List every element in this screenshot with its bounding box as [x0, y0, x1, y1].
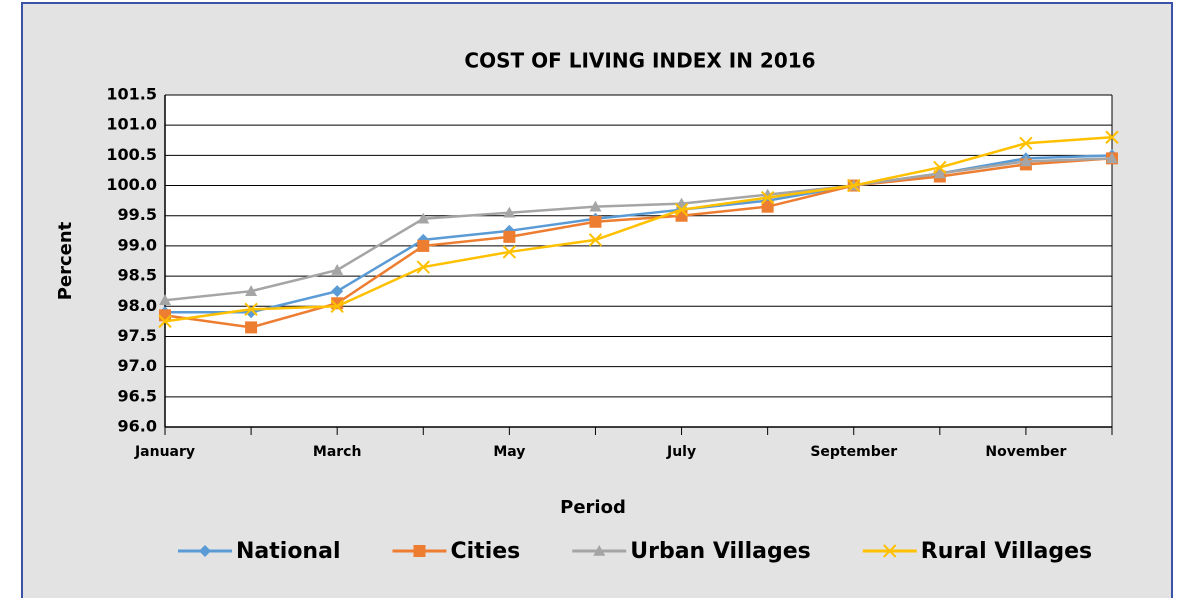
- x-tick-label: July: [666, 444, 696, 460]
- data-point: [1019, 136, 1033, 150]
- data-point: [761, 200, 774, 213]
- y-axis-title: Percent: [55, 221, 76, 300]
- x-tick-label: May: [493, 444, 525, 460]
- data-point: [1106, 152, 1118, 164]
- data-point: [1019, 155, 1032, 167]
- data-point: [417, 212, 430, 224]
- data-point: [417, 239, 430, 252]
- data-point: [331, 264, 344, 275]
- y-tick-label: 100.5: [106, 145, 157, 164]
- x-axis-title: Period: [560, 497, 626, 518]
- x-tick-label: January: [134, 444, 195, 460]
- y-tick-label: 100.0: [106, 175, 157, 194]
- data-point: [245, 321, 258, 334]
- legend-marker: [883, 544, 897, 558]
- legend-marker: [593, 545, 606, 556]
- data-point: [847, 178, 861, 193]
- data-point: [589, 215, 602, 228]
- data-point: [245, 285, 258, 296]
- data-point: [330, 299, 344, 313]
- data-point: [502, 245, 517, 259]
- chart-title: COST OF LIVING INDEX IN 2016: [464, 49, 815, 73]
- y-tick-label: 101.5: [106, 85, 157, 104]
- legend-label: Urban Villages: [630, 539, 811, 564]
- y-tick-label: 99.5: [118, 205, 157, 224]
- series-line: [164, 136, 1113, 323]
- y-tick-label: 101.0: [106, 115, 157, 134]
- plot-area: [165, 95, 1112, 427]
- data-point: [503, 230, 516, 243]
- legend-label: Rural Villages: [921, 539, 1092, 564]
- legend-label: National: [236, 539, 340, 564]
- y-tick-label: 96.5: [118, 386, 157, 405]
- data-point: [933, 167, 946, 179]
- data-point: [331, 285, 344, 298]
- y-tick-label: 97.5: [118, 326, 157, 345]
- data-point: [933, 160, 947, 175]
- legend-marker: [199, 545, 211, 557]
- x-tick-label: September: [810, 444, 897, 460]
- data-point: [589, 200, 602, 212]
- x-tick-label: November: [985, 444, 1066, 460]
- data-point: [674, 202, 689, 217]
- y-tick-label: 98.5: [118, 266, 157, 285]
- y-tick-label: 98.0: [118, 296, 157, 315]
- legend-label: Cities: [450, 539, 520, 564]
- series-line: [164, 157, 1113, 302]
- legend-marker: [413, 545, 426, 557]
- y-tick-label: 96.0: [118, 417, 157, 436]
- y-tick-label: 97.0: [118, 356, 157, 375]
- y-tick-label: 99.0: [118, 235, 157, 254]
- data-point: [244, 302, 258, 316]
- data-point: [416, 260, 430, 274]
- x-tick-label: March: [313, 444, 362, 460]
- data-point: [159, 294, 171, 306]
- data-point: [503, 206, 516, 218]
- data-point: [1105, 130, 1119, 144]
- data-point: [158, 314, 172, 329]
- data-point: [760, 190, 775, 205]
- data-point: [588, 233, 603, 247]
